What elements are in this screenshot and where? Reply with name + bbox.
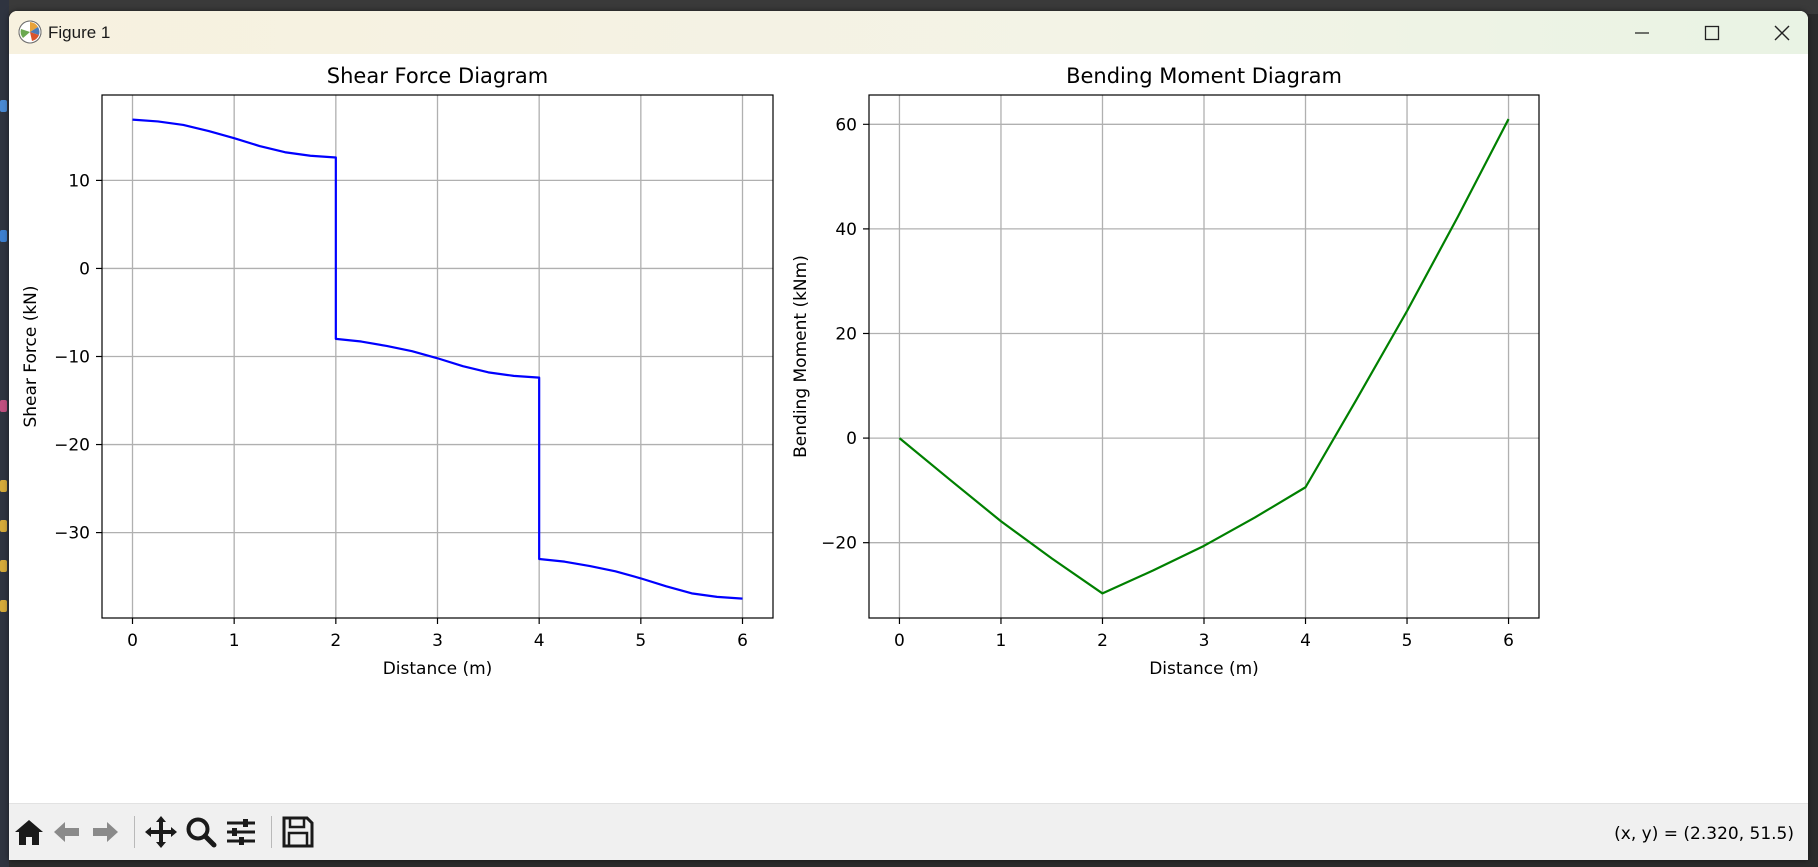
moment-ylabel: Bending Moment (kNm): [791, 255, 811, 458]
x-tick-label: 6: [1503, 631, 1514, 651]
moment-xlabel: Distance (m): [1149, 659, 1259, 679]
x-tick-label: 3: [1199, 631, 1210, 651]
x-tick-label: 0: [894, 631, 905, 651]
configure-subplots-icon: [227, 819, 255, 845]
desktop-taskbar-icon: [0, 560, 7, 572]
shear-xlabel: Distance (m): [383, 659, 493, 679]
navigation-toolbar: (x, y) = (2.320, 51.5): [9, 803, 1808, 860]
x-tick-label: 0: [127, 631, 138, 651]
shear-force-line: [132, 118, 743, 600]
x-tick-label: 6: [737, 631, 748, 651]
desktop-background-top: [0, 0, 1818, 14]
y-tick-label: 10: [68, 171, 90, 191]
desktop-taskbar-icon: [0, 100, 7, 112]
shear-ticks: 0 1 2 3 4 5 6 10 0 −10 −20 −30: [54, 171, 748, 651]
y-tick-label: −20: [821, 534, 857, 554]
shear-ylabel: Shear Force (kN): [21, 285, 41, 427]
minimize-icon: [1635, 31, 1649, 34]
maximize-icon: [1704, 25, 1720, 40]
configure-subplots-button[interactable]: [223, 814, 259, 850]
toolbar-separator: [271, 816, 272, 848]
home-icon: [15, 820, 43, 845]
y-tick-label: 0: [846, 429, 857, 449]
save-button[interactable]: [280, 814, 316, 850]
x-tick-label: 5: [635, 631, 646, 651]
save-icon: [282, 816, 314, 848]
matplotlib-app-icon: [18, 20, 42, 44]
desktop-taskbar-icon: [0, 400, 7, 412]
toolbar-separator: [134, 816, 135, 848]
cursor-coordinates: (x, y) = (2.320, 51.5): [1614, 824, 1794, 844]
y-tick-label: 40: [835, 220, 857, 240]
y-tick-label: −20: [54, 436, 90, 456]
x-tick-label: 2: [330, 631, 341, 651]
close-button[interactable]: [1747, 11, 1808, 54]
pan-icon: [145, 816, 177, 848]
x-tick-label: 1: [229, 631, 240, 651]
shear-grid: [102, 95, 773, 618]
desktop-taskbar-icon: [0, 230, 7, 242]
moment-grid: [869, 95, 1539, 618]
maximize-button[interactable]: [1677, 11, 1747, 54]
title-bar[interactable]: Figure 1: [9, 11, 1808, 54]
desktop-taskbar-icon: [0, 600, 7, 612]
forward-arrow-icon: [93, 822, 118, 842]
desktop-taskbar-icon: [0, 520, 7, 532]
y-tick-label: −10: [54, 348, 90, 368]
shear-title: Shear Force Diagram: [327, 64, 548, 88]
moment-ticks: 0 1 2 3 4 5 6 60 40 20 0 −20: [821, 115, 1514, 651]
bending-moment-axes: 0 1 2 3 4 5 6 60 40 20 0 −20 Bending Moment Diagram…: [791, 64, 1540, 679]
y-tick-label: −30: [54, 524, 90, 544]
x-tick-label: 3: [432, 631, 443, 651]
figure-window: Figure 1 0 1 2 3 4 5 6 10 0 −10 −20 −30 Shear Force…: [9, 11, 1808, 860]
desktop-background-left: [0, 0, 9, 867]
back-arrow-icon: [54, 822, 79, 842]
window-title: Figure 1: [48, 23, 111, 42]
zoom-button[interactable]: [183, 814, 219, 850]
x-tick-label: 4: [534, 631, 545, 651]
minimize-button[interactable]: [1607, 11, 1677, 54]
bending-moment-line: [898, 118, 1510, 595]
zoom-icon: [186, 817, 217, 848]
figure-canvas[interactable]: 0 1 2 3 4 5 6 10 0 −10 −20 −30 Shear Force Diagram …: [9, 54, 1808, 803]
close-icon: [1774, 25, 1790, 40]
back-button[interactable]: [49, 814, 85, 850]
moment-title: Bending Moment Diagram: [1066, 64, 1342, 88]
x-tick-label: 1: [996, 631, 1007, 651]
pan-button[interactable]: [143, 814, 179, 850]
desktop-taskbar-icon: [0, 480, 7, 492]
x-tick-label: 5: [1402, 631, 1413, 651]
home-button[interactable]: [11, 814, 47, 850]
x-tick-label: 2: [1097, 631, 1108, 651]
y-tick-label: 20: [835, 324, 857, 344]
y-tick-label: 0: [79, 259, 90, 279]
x-tick-label: 4: [1300, 631, 1311, 651]
y-tick-label: 60: [835, 115, 857, 135]
forward-button[interactable]: [87, 814, 123, 850]
